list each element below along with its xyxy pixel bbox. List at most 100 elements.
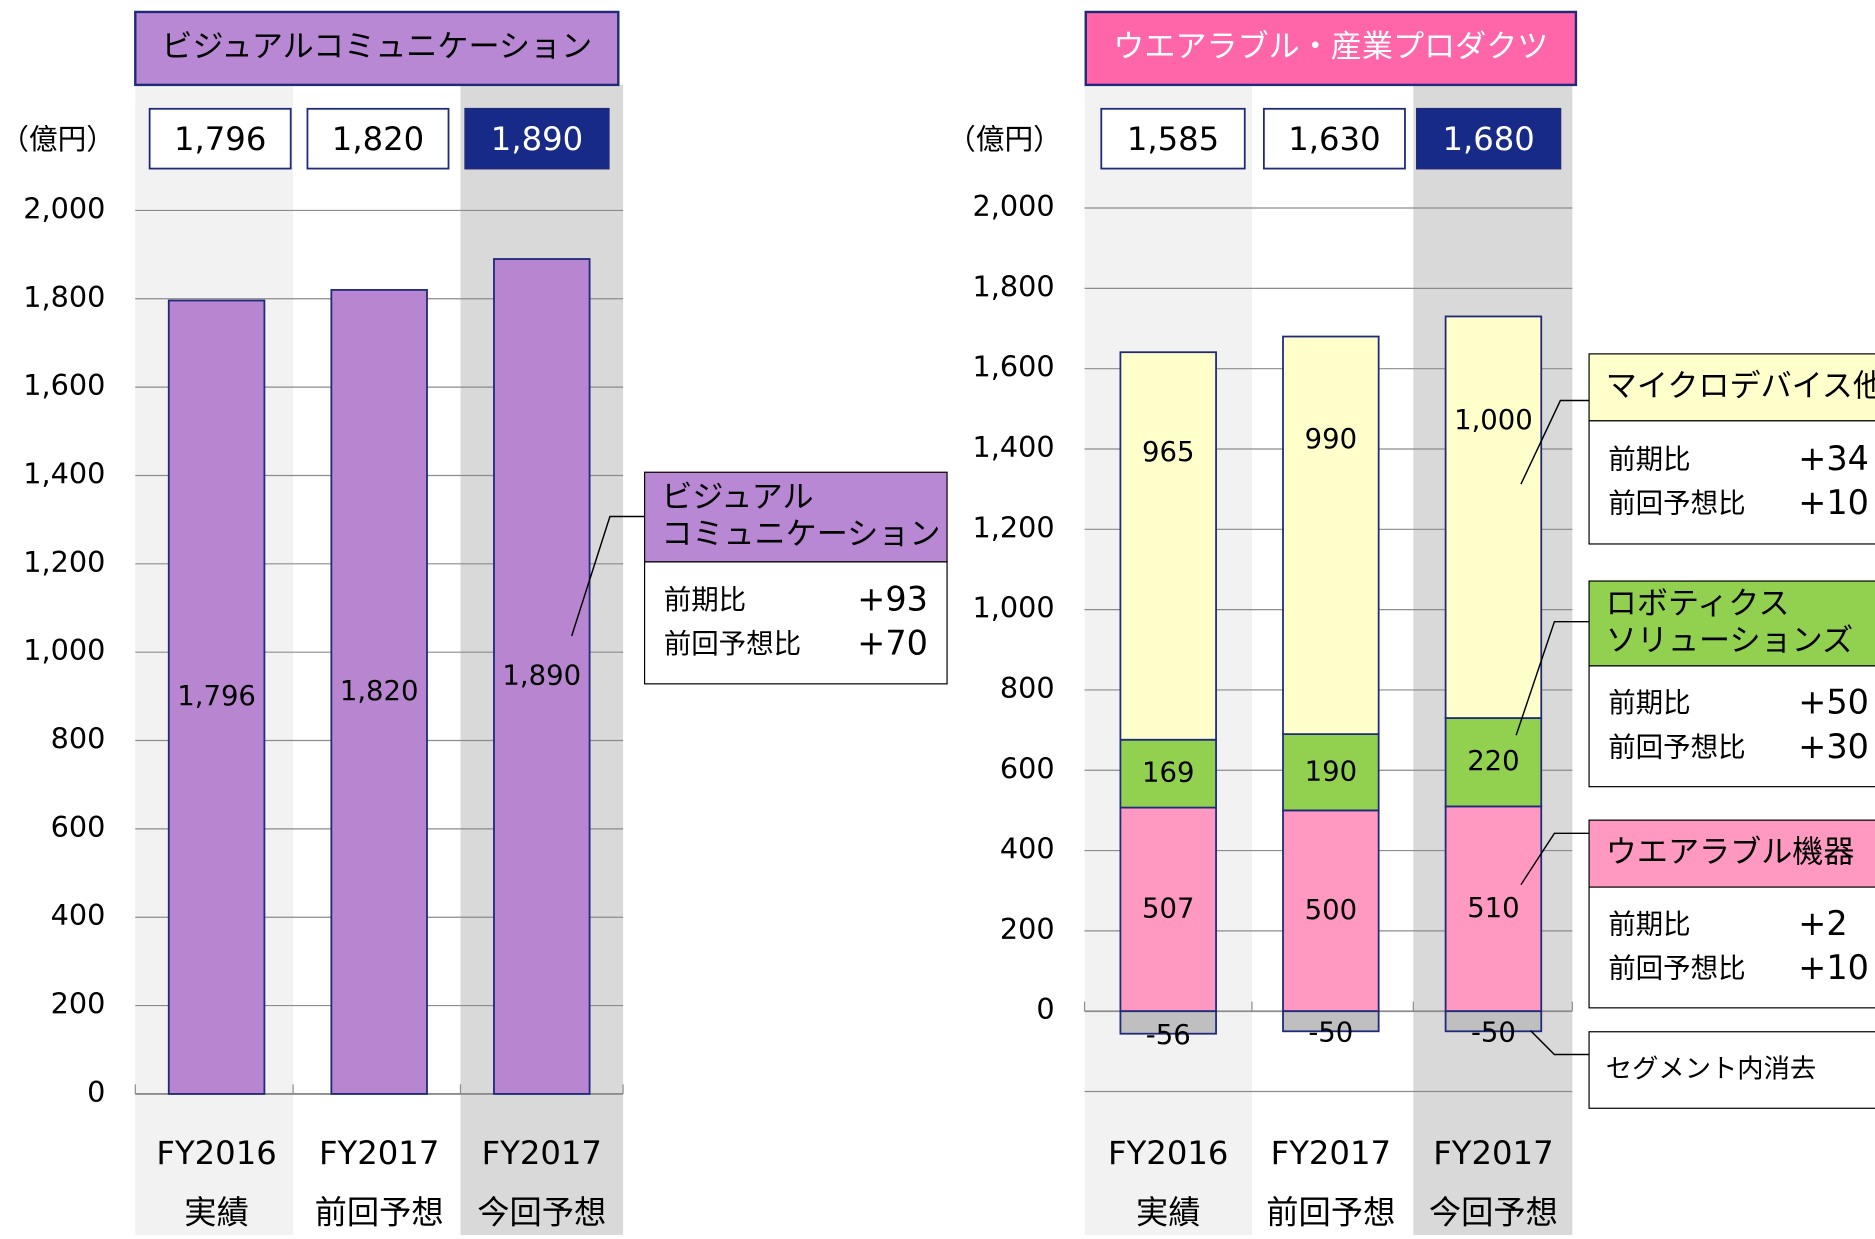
bar bbox=[1444, 805, 1543, 1013]
bar bbox=[1444, 315, 1543, 719]
total-box bbox=[306, 107, 450, 170]
total-box bbox=[1416, 107, 1562, 170]
callout-row-value: +93 bbox=[857, 579, 928, 618]
callout-row-value: +34 bbox=[1798, 439, 1869, 478]
leader-line bbox=[570, 515, 645, 637]
data-label: 510 bbox=[1467, 892, 1519, 924]
callout-rows-box bbox=[643, 561, 948, 685]
leader-line bbox=[1520, 399, 1590, 485]
data-label: 1,820 bbox=[340, 675, 419, 707]
data-label: -50 bbox=[1308, 1017, 1353, 1049]
callout-row-value: +70 bbox=[857, 623, 928, 662]
callout-row-label: 前回予想比 bbox=[1608, 731, 1745, 763]
y-tick-label: 400 bbox=[1000, 832, 1055, 866]
callout-row-value: +50 bbox=[1798, 683, 1869, 722]
data-label: 965 bbox=[1142, 436, 1194, 468]
callout-row-label: 前回予想比 bbox=[1608, 488, 1745, 520]
callout-row-label: 前回予想比 bbox=[664, 628, 801, 660]
callout-title: マイクロデバイス他 bbox=[1606, 368, 1875, 404]
callout-title: ソリューションズ bbox=[1606, 623, 1853, 659]
callout-row-label: 前期比 bbox=[1608, 908, 1690, 940]
y-tick-label: 200 bbox=[51, 987, 106, 1021]
x-tick-label: 前回予想 bbox=[315, 1194, 444, 1232]
bar bbox=[1282, 809, 1380, 1013]
callout-title-box bbox=[1588, 1031, 1875, 1109]
callout-title-box bbox=[643, 471, 948, 563]
bar bbox=[1119, 738, 1217, 809]
y-tick-label: 2,000 bbox=[23, 191, 105, 225]
y-tick-label: 1,400 bbox=[973, 430, 1055, 464]
y-tick-label: 1,200 bbox=[23, 545, 105, 579]
bar bbox=[1282, 1010, 1380, 1033]
total-label: 1,820 bbox=[332, 120, 424, 158]
y-tick-label: 800 bbox=[51, 722, 106, 756]
data-label: 190 bbox=[1305, 755, 1357, 787]
unit-label: （億円） bbox=[947, 122, 1062, 156]
callout-rows-box bbox=[1588, 665, 1875, 788]
header-box bbox=[1084, 10, 1578, 87]
callout-title: ビジュアル bbox=[661, 480, 813, 516]
callout-row-value: +10 bbox=[1798, 948, 1869, 987]
callout-row-label: 前期比 bbox=[1608, 687, 1690, 719]
bar bbox=[167, 299, 266, 1095]
total-box bbox=[148, 107, 292, 170]
y-tick-label: 0 bbox=[1036, 992, 1054, 1026]
bar bbox=[1282, 335, 1380, 736]
header-box bbox=[134, 10, 620, 87]
bar bbox=[1119, 1010, 1217, 1035]
callout-rows-box bbox=[1588, 886, 1875, 1009]
x-tick-label: FY2016 bbox=[156, 1134, 276, 1172]
x-tick-label: FY2017 bbox=[319, 1134, 439, 1172]
x-tick-label: 実績 bbox=[184, 1194, 249, 1232]
callout-row-value: +2 bbox=[1798, 904, 1847, 943]
data-label: 500 bbox=[1305, 894, 1357, 926]
y-tick-label: 200 bbox=[1000, 912, 1055, 946]
data-label: 990 bbox=[1305, 423, 1357, 455]
callout-row-value: +30 bbox=[1798, 727, 1869, 766]
total-label: 1,890 bbox=[491, 120, 583, 158]
unit-label: （億円） bbox=[0, 122, 115, 156]
leader-line bbox=[1529, 1030, 1590, 1056]
y-tick-label: 600 bbox=[51, 810, 106, 844]
leader-line bbox=[1520, 832, 1590, 886]
x-tick-label: 前回予想 bbox=[1266, 1194, 1395, 1232]
callout-title: コミュニケーション bbox=[661, 517, 940, 553]
y-tick-label: 1,000 bbox=[23, 633, 105, 667]
callout-rows-box bbox=[1588, 420, 1875, 545]
data-label: -50 bbox=[1471, 1017, 1516, 1049]
bar bbox=[330, 289, 428, 1095]
y-tick-label: 1,400 bbox=[23, 456, 105, 490]
callout-title: セグメント内消去 bbox=[1606, 1055, 1816, 1085]
callout-row-label: 前期比 bbox=[1608, 443, 1690, 475]
callout-title: ウエアラブル機器 bbox=[1606, 835, 1855, 871]
total-label: 1,680 bbox=[1442, 120, 1534, 158]
x-tick-label: FY2017 bbox=[482, 1134, 602, 1172]
bar bbox=[493, 258, 591, 1095]
y-tick-label: 1,000 bbox=[973, 591, 1055, 625]
chart-title: ウエアラブル・産業プロダクツ bbox=[1113, 29, 1548, 65]
x-tick-label: FY2016 bbox=[1108, 1134, 1228, 1172]
callout-row-value: +10 bbox=[1798, 483, 1869, 522]
y-tick-label: 1,200 bbox=[973, 510, 1055, 544]
bar bbox=[1444, 1010, 1543, 1033]
callout-title: ロボティクス bbox=[1606, 586, 1790, 622]
y-tick-label: 2,000 bbox=[973, 189, 1055, 223]
total-box bbox=[464, 107, 610, 170]
y-tick-label: 0 bbox=[87, 1075, 105, 1109]
total-label: 1,585 bbox=[1127, 120, 1219, 158]
callout-row-label: 前期比 bbox=[664, 584, 746, 616]
y-tick-label: 1,800 bbox=[23, 280, 105, 314]
x-tick-label: FY2017 bbox=[1271, 1134, 1391, 1172]
y-tick-label: 800 bbox=[1000, 671, 1055, 705]
bar bbox=[1282, 733, 1380, 812]
data-label: 1,890 bbox=[502, 659, 581, 691]
y-tick-label: 1,600 bbox=[973, 350, 1055, 384]
x-tick-label: 実績 bbox=[1136, 1194, 1201, 1232]
leader-line bbox=[1515, 620, 1590, 736]
total-box bbox=[1262, 107, 1406, 170]
total-label: 1,796 bbox=[174, 120, 266, 158]
data-label: 507 bbox=[1142, 892, 1194, 924]
y-tick-label: 1,600 bbox=[23, 368, 105, 402]
y-tick-label: 600 bbox=[1000, 751, 1055, 785]
